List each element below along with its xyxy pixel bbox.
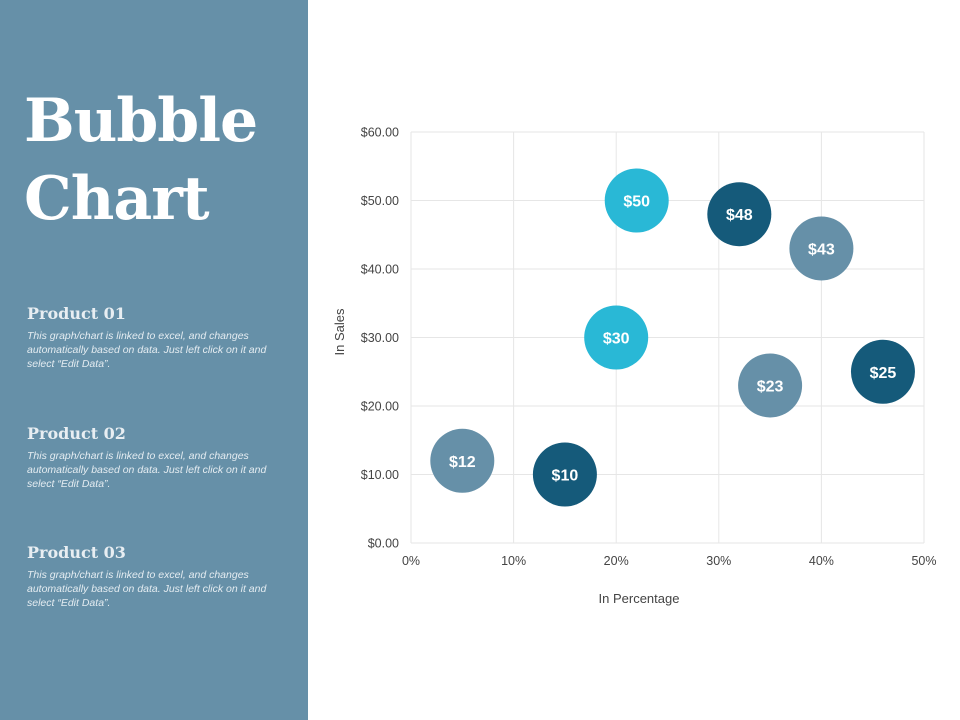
x-tick-label: 50% — [911, 554, 936, 568]
y-tick-label: $0.00 — [368, 537, 399, 551]
y-tick-label: $60.00 — [361, 126, 399, 140]
bubble — [738, 353, 803, 418]
sidebar-panel: Bubble Chart Product 01 This graph/chart… — [0, 0, 308, 720]
bubble — [789, 216, 854, 281]
product-block-1: Product 01 This graph/chart is linked to… — [27, 304, 267, 371]
product-description: This graph/chart is linked to excel, and… — [27, 450, 267, 490]
bubble — [430, 428, 495, 493]
y-axis-title: In Sales — [332, 308, 347, 355]
bubble — [604, 168, 669, 233]
title-line-1: Bubble — [24, 86, 258, 156]
x-tick-label: 10% — [501, 554, 526, 568]
product-name: Product 01 — [27, 304, 126, 323]
product-block-2: Product 02 This graph/chart is linked to… — [27, 424, 267, 491]
bubble-chart[interactable]: 0% 10% 20% 30% 40% 50% $0.00 $10.00 $20.00 $30.00… — [308, 0, 960, 720]
x-tick-label: 40% — [809, 554, 834, 568]
bubble-label: $43 — [808, 241, 835, 258]
product-description: This graph/chart is linked to excel, and… — [27, 330, 267, 370]
x-tick-label: 30% — [706, 554, 731, 568]
y-tick-label: $50.00 — [361, 194, 399, 208]
bubble-label: $10 — [552, 468, 579, 485]
product-name: Product 02 — [27, 424, 126, 443]
x-tick-label: 20% — [604, 554, 629, 568]
y-tick-label: $20.00 — [361, 400, 399, 414]
product-block-3: Product 03 This graph/chart is linked to… — [27, 543, 267, 610]
bubble — [532, 442, 597, 507]
bubble — [707, 182, 772, 247]
bubble — [850, 339, 915, 404]
product-description: This graph/chart is linked to excel, and… — [27, 569, 267, 609]
page-title: Bubble Chart — [24, 82, 258, 238]
bubble-label: $50 — [623, 194, 650, 211]
y-tick-label: $30.00 — [361, 331, 399, 345]
x-axis-title: In Percentage — [599, 591, 680, 606]
axis-ticks: 0% 10% 20% 30% 40% 50% $0.00 $10.00 $20.00 $30.00… — [361, 126, 937, 569]
bubble-label: $23 — [757, 378, 784, 395]
x-tick-label: 0% — [402, 554, 420, 568]
product-name: Product 03 — [27, 543, 126, 562]
title-line-2: Chart — [24, 164, 210, 234]
chart-bubbles: $50 $30 $48 $25 $10 $43 $23 $12 — [430, 168, 915, 507]
bubble — [584, 305, 649, 370]
bubble-label: $48 — [726, 207, 753, 224]
bubble-label: $25 — [870, 365, 897, 382]
bubble-label: $30 — [603, 331, 630, 348]
bubble-label: $12 — [449, 454, 476, 471]
y-tick-label: $10.00 — [361, 468, 399, 482]
y-tick-label: $40.00 — [361, 263, 399, 277]
